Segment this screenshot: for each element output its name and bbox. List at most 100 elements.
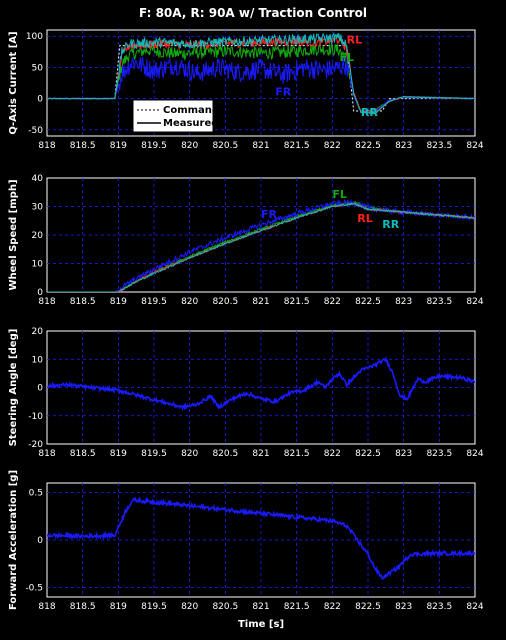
legend-entry-measured: Measured <box>163 118 218 129</box>
x-tick-label: 822.5 <box>355 602 381 612</box>
series-annotation-fl: FL <box>332 188 347 201</box>
series-layer <box>47 496 475 581</box>
y-axis-label: Q-Axis Current [A] <box>8 31 19 134</box>
x-tick-label: 823.5 <box>426 449 452 459</box>
x-tick-label: 818.5 <box>70 297 96 307</box>
y-tick-label: 50 <box>32 63 44 73</box>
y-tick-label: -20 <box>28 440 43 450</box>
x-tick-label: 823 <box>395 297 412 307</box>
series-layer <box>47 198 475 292</box>
x-tick-label: 823.5 <box>426 141 452 151</box>
x-tick-label: 821.5 <box>284 297 310 307</box>
series-annotation-fr: FR <box>275 85 292 98</box>
series-annotation-rr: RR <box>361 106 378 119</box>
x-tick-label: 821.5 <box>284 141 310 151</box>
x-tick-label: 824 <box>466 297 483 307</box>
series-line-rr <box>47 202 475 292</box>
panel-1: 818 818.5 819 819.5 820 820.5 821 821.5 822 822.5… <box>8 29 484 151</box>
series-annotation-rl: RL <box>357 212 372 225</box>
x-tick-label: 822.5 <box>355 449 381 459</box>
figure-title: F: 80A, R: 90A w/ Traction Control <box>139 6 367 20</box>
x-tick-label: 823 <box>395 141 412 151</box>
x-tick-label: 821 <box>252 449 269 459</box>
x-tick-label: 819 <box>110 449 127 459</box>
x-tick-label: 822 <box>324 602 341 612</box>
y-tick-label: 0 <box>37 288 43 298</box>
panel-2: 818 818.5 819 819.5 820 820.5 821 821.5 822 822.5… <box>8 174 484 307</box>
x-tick-label: 822 <box>324 449 341 459</box>
y-tick-label: 20 <box>32 231 44 241</box>
x-tick-label: 820.5 <box>212 141 238 151</box>
panel-4: 818 818.5 819 819.5 820 820.5 821 821.5 822 822.5… <box>8 470 484 630</box>
x-tick-label: 820 <box>181 141 198 151</box>
x-tick-label: 821 <box>252 297 269 307</box>
y-axis-label: Forward Acceleration [g] <box>8 470 19 610</box>
legend-entry-command: Command <box>163 105 219 116</box>
y-axis-label: Steering Angle [deg] <box>8 329 19 447</box>
y-tick-label: 40 <box>32 174 44 184</box>
x-tick-label: 819.5 <box>141 141 167 151</box>
x-tick-label: 820.5 <box>212 602 238 612</box>
x-tick-label: 824 <box>466 602 483 612</box>
y-tick-label: 0 <box>37 384 43 394</box>
panel-3: 818 818.5 819 819.5 820 820.5 821 821.5 822 822.5… <box>8 327 484 459</box>
y-tick-label: -10 <box>28 412 43 422</box>
series-line-acceleration <box>47 496 475 581</box>
legend-box <box>132 99 214 133</box>
x-axis-label: Time [s] <box>238 619 284 630</box>
x-tick-label: 819.5 <box>141 297 167 307</box>
x-tick-label: 823 <box>395 449 412 459</box>
y-tick-label: -0.5 <box>25 584 43 594</box>
x-tick-label: 819.5 <box>141 449 167 459</box>
x-tick-label: 820.5 <box>212 449 238 459</box>
x-tick-label: 818 <box>38 602 55 612</box>
x-tick-label: 818.5 <box>70 141 96 151</box>
series-line-steering <box>47 355 475 412</box>
x-tick-label: 824 <box>466 141 483 151</box>
x-tick-label: 823 <box>395 602 412 612</box>
x-tick-label: 822.5 <box>355 141 381 151</box>
series-annotation-fr: FR <box>261 208 278 221</box>
x-tick-label: 819.5 <box>141 602 167 612</box>
y-tick-label: 10 <box>32 260 44 270</box>
y-tick-label: 0.5 <box>29 489 43 499</box>
x-tick-label: 822.5 <box>355 297 381 307</box>
series-layer <box>47 355 475 412</box>
y-tick-label: 100 <box>26 32 43 42</box>
x-tick-label: 821 <box>252 141 269 151</box>
x-tick-label: 819 <box>110 141 127 151</box>
x-tick-label: 818 <box>38 297 55 307</box>
x-tick-label: 818.5 <box>70 602 96 612</box>
series-layer <box>47 31 475 115</box>
y-tick-label: 10 <box>32 355 44 365</box>
series-line-fr <box>47 55 475 113</box>
x-tick-label: 819 <box>110 297 127 307</box>
x-tick-label: 821.5 <box>284 449 310 459</box>
x-tick-label: 818.5 <box>70 449 96 459</box>
x-tick-label: 824 <box>466 449 483 459</box>
x-tick-label: 820 <box>181 297 198 307</box>
y-tick-label: 0 <box>37 536 43 546</box>
y-tick-label: 20 <box>32 327 44 337</box>
y-tick-label: 0 <box>37 95 43 105</box>
x-tick-label: 821.5 <box>284 602 310 612</box>
y-axis-label: Wheel Speed [mph] <box>8 179 19 290</box>
x-tick-label: 820 <box>181 449 198 459</box>
series-annotation-rl: RL <box>347 34 362 47</box>
x-tick-label: 820 <box>181 602 198 612</box>
x-tick-label: 823.5 <box>426 602 452 612</box>
x-tick-label: 821 <box>252 602 269 612</box>
y-tick-label: -50 <box>28 126 43 136</box>
y-tick-label: 30 <box>32 203 44 213</box>
x-tick-label: 820.5 <box>212 297 238 307</box>
x-tick-label: 822 <box>324 141 341 151</box>
x-tick-label: 818 <box>38 141 55 151</box>
x-tick-label: 819 <box>110 602 127 612</box>
x-tick-label: 823.5 <box>426 297 452 307</box>
series-line-fr <box>47 198 475 292</box>
series-line-rr <box>47 31 475 115</box>
series-annotation-fl: FL <box>339 51 354 64</box>
x-tick-label: 822 <box>324 297 341 307</box>
